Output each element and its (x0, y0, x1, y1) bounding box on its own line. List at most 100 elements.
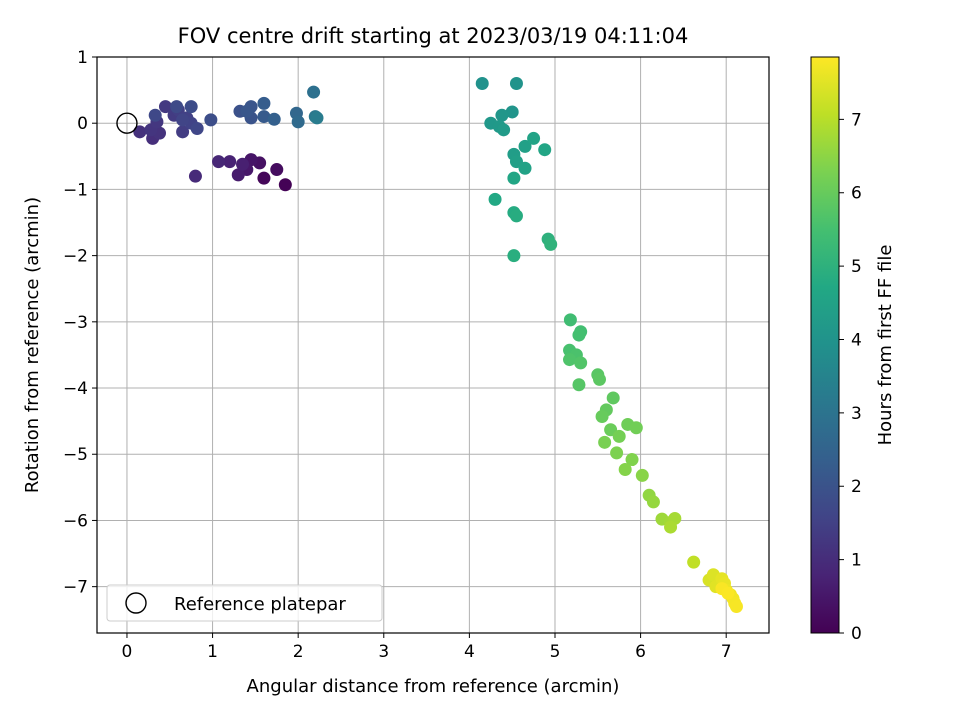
scatter-point (664, 520, 678, 534)
scatter-point (563, 353, 577, 367)
scatter-point (257, 171, 271, 185)
colorbar: 0 1 2 3 4 5 6 7 Hours from first FF file (810, 56, 896, 644)
x-tick-label: 5 (550, 642, 561, 662)
scatter-point (729, 600, 743, 614)
scatter-point (646, 495, 660, 509)
colorbar-label: Hours from first FF file (875, 245, 896, 446)
scatter-point (610, 446, 624, 460)
scatter-point (618, 462, 632, 476)
y-axis-ticks: 1 0 −1 −2 −3 −4 −5 −6 −7 (63, 48, 97, 598)
y-tick-label: −1 (63, 180, 88, 200)
scatter-point (291, 115, 305, 129)
colorbar-tick-label: 7 (851, 110, 862, 130)
scatter-point (574, 356, 588, 370)
x-tick-label: 4 (464, 642, 475, 662)
y-axis-label: Rotation from reference (arcmin) (22, 197, 43, 493)
scatter-point (563, 313, 577, 327)
scatter-point (507, 249, 521, 263)
legend-box (106, 584, 383, 622)
data-points (133, 76, 743, 614)
colorbar-ticks: 0 1 2 3 4 5 6 7 (839, 110, 862, 644)
x-axis-ticks: 0 1 2 3 4 5 6 7 (122, 633, 732, 662)
scatter-point (236, 157, 250, 171)
scatter-point (527, 131, 541, 145)
scatter-point (307, 85, 321, 99)
scatter-point (598, 435, 612, 449)
colorbar-tick-label: 3 (851, 404, 862, 424)
scatter-point (497, 123, 511, 137)
scatter-point (267, 112, 281, 126)
scatter-point (170, 100, 184, 114)
scatter-point (240, 104, 254, 118)
scatter-point (475, 76, 489, 90)
scatter-point (204, 113, 218, 127)
scatter-point (231, 168, 245, 182)
scatter-point (595, 410, 609, 424)
scatter-point (518, 161, 532, 175)
y-tick-label: −2 (63, 247, 88, 267)
colorbar-tick-label: 0 (851, 624, 862, 644)
y-tick-label: −4 (63, 379, 88, 399)
scatter-point (176, 125, 190, 139)
x-tick-label: 2 (293, 642, 304, 662)
scatter-point (270, 163, 284, 177)
scatter-point (625, 453, 639, 467)
x-tick-label: 1 (207, 642, 218, 662)
scatter-point (687, 555, 701, 569)
reference-platepar-marker (116, 112, 138, 134)
colorbar-tick-label: 2 (851, 477, 862, 497)
colorbar-gradient (810, 56, 840, 634)
y-tick-label: −3 (63, 313, 88, 333)
x-tick-label: 6 (635, 642, 646, 662)
legend: Reference platepar (106, 584, 383, 622)
scatter-point (507, 171, 521, 185)
scatter-point (488, 192, 502, 206)
scatter-point (495, 108, 509, 122)
scatter-point (257, 96, 271, 110)
scatter-point (310, 111, 324, 125)
scatter-point (190, 122, 204, 136)
scatter-point (518, 139, 532, 153)
scatter-point (635, 468, 649, 482)
scatter-point (223, 155, 237, 169)
scatter-point (538, 143, 552, 157)
scatter-point (188, 169, 202, 183)
scatter-point (612, 429, 626, 443)
y-tick-label: −6 (63, 511, 88, 531)
scatter-point (606, 391, 620, 405)
chart-title: FOV centre drift starting at 2023/03/19 … (178, 24, 689, 48)
scatter-point (176, 113, 190, 127)
scatter-point (148, 108, 162, 122)
scatter-point (184, 100, 198, 114)
x-tick-label: 7 (721, 642, 732, 662)
colorbar-tick-label: 1 (851, 551, 862, 571)
scatter-point (721, 586, 735, 600)
x-tick-label: 0 (122, 642, 133, 662)
y-tick-label: −5 (63, 445, 88, 465)
scatter-point (572, 328, 586, 342)
scatter-point (158, 100, 172, 114)
scatter-point (509, 76, 523, 90)
scatter-point (505, 105, 519, 119)
legend-entry-label: Reference platepar (174, 594, 346, 615)
x-tick-label: 3 (378, 642, 389, 662)
scatter-point (629, 421, 643, 435)
scatter-point (257, 110, 271, 124)
y-tick-label: 0 (77, 114, 88, 134)
colorbar-tick-label: 4 (851, 330, 862, 350)
scatter-point (572, 378, 586, 392)
y-tick-label: 1 (77, 48, 88, 68)
colorbar-tick-label: 5 (851, 257, 862, 277)
reference-marker-group (116, 112, 138, 134)
scatter-point (544, 237, 558, 251)
scatter-point (212, 155, 226, 169)
legend-marker-icon (125, 592, 147, 614)
plot-frame (96, 56, 770, 634)
y-tick-label: −7 (63, 578, 88, 598)
scatter-point (278, 178, 292, 192)
scatter-point (509, 209, 523, 223)
scatter-point (133, 125, 147, 139)
x-axis-label: Angular distance from reference (arcmin) (247, 676, 620, 697)
grid (97, 56, 769, 633)
